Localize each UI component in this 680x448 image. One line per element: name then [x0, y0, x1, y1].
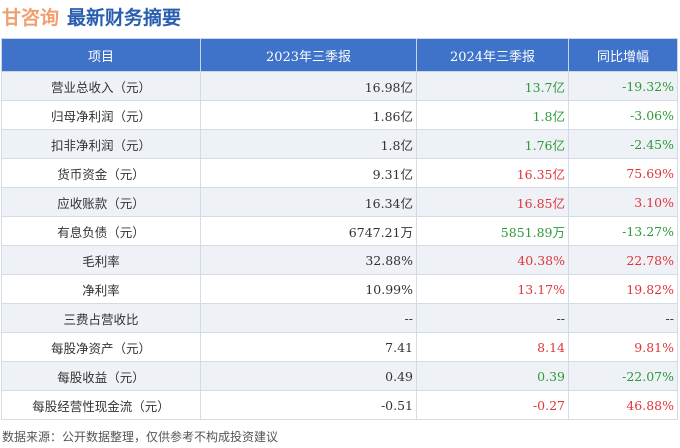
- value-2024: 8.14: [416, 332, 569, 362]
- value-2024: 16.85亿: [416, 187, 569, 217]
- item-label: 三费占营收比: [1, 303, 201, 333]
- value-2024: 16.35亿: [416, 158, 569, 188]
- item-label: 有息负债（元）: [1, 216, 201, 246]
- table-row: 每股收益（元） 0.49 0.39 -22.07%: [1, 361, 678, 391]
- item-label: 归母净利润（元）: [1, 100, 201, 130]
- value-2023: 7.41: [200, 332, 417, 362]
- company-name: 甘咨询: [2, 7, 60, 29]
- value-2023: 32.88%: [200, 245, 417, 275]
- value-2024: 5851.89万: [416, 216, 569, 246]
- value-2023: 9.31亿: [200, 158, 417, 188]
- yoy-change: -3.06%: [568, 100, 678, 130]
- table-row: 三费占营收比 -- -- --: [1, 303, 678, 333]
- item-label: 应收账款（元）: [1, 187, 201, 217]
- item-label: 货币资金（元）: [1, 158, 201, 188]
- value-2023: -0.51: [200, 390, 417, 420]
- table-row: 货币资金（元） 9.31亿 16.35亿 75.69%: [1, 158, 678, 188]
- item-label: 每股经营性现金流（元）: [1, 390, 201, 420]
- column-header: 2023年三季报: [200, 38, 417, 72]
- yoy-change: 3.10%: [568, 187, 678, 217]
- page-title: 甘咨询 最新财务摘要: [2, 3, 181, 30]
- item-label: 净利率: [1, 274, 201, 304]
- item-label: 营业总收入（元）: [1, 71, 201, 101]
- column-header: 同比增幅: [568, 38, 678, 72]
- item-label: 扣非净利润（元）: [1, 129, 201, 159]
- yoy-change: -22.07%: [568, 361, 678, 391]
- value-2024: 1.76亿: [416, 129, 569, 159]
- yoy-change: --: [568, 303, 678, 333]
- table-row: 营业总收入（元） 16.98亿 13.7亿 -19.32%: [1, 71, 678, 101]
- table-header: 项目 2023年三季报 2024年三季报 同比增幅: [1, 38, 678, 72]
- yoy-change: 75.69%: [568, 158, 678, 188]
- value-2024: 0.39: [416, 361, 569, 391]
- column-header: 2024年三季报: [416, 38, 569, 72]
- value-2023: 16.98亿: [200, 71, 417, 101]
- value-2023: --: [200, 303, 417, 333]
- yoy-change: -2.45%: [568, 129, 678, 159]
- subtitle: 最新财务摘要: [67, 7, 182, 29]
- value-2023: 6747.21万: [200, 216, 417, 246]
- yoy-change: 46.88%: [568, 390, 678, 420]
- table-row: 应收账款（元） 16.34亿 16.85亿 3.10%: [1, 187, 678, 217]
- value-2023: 0.49: [200, 361, 417, 391]
- value-2024: -0.27: [416, 390, 569, 420]
- yoy-change: -13.27%: [568, 216, 678, 246]
- value-2024: 13.17%: [416, 274, 569, 304]
- value-2024: --: [416, 303, 569, 333]
- value-2023: 16.34亿: [200, 187, 417, 217]
- column-header: 项目: [1, 38, 201, 72]
- financial-summary-table: 项目 2023年三季报 2024年三季报 同比增幅 营业总收入（元） 16.98亿…: [1, 38, 678, 420]
- yoy-change: -19.32%: [568, 71, 678, 101]
- footer-note: 数据来源：公开数据整理，仅供参考不构成投资建议: [2, 430, 279, 444]
- yoy-change: 22.78%: [568, 245, 678, 275]
- table-row: 归母净利润（元） 1.86亿 1.8亿 -3.06%: [1, 100, 678, 130]
- table-row: 每股净资产（元） 7.41 8.14 9.81%: [1, 332, 678, 362]
- table-row: 净利率 10.99% 13.17% 19.82%: [1, 274, 678, 304]
- value-2023: 1.86亿: [200, 100, 417, 130]
- yoy-change: 9.81%: [568, 332, 678, 362]
- value-2024: 13.7亿: [416, 71, 569, 101]
- item-label: 毛利率: [1, 245, 201, 275]
- table-row: 毛利率 32.88% 40.38% 22.78%: [1, 245, 678, 275]
- table-row: 每股经营性现金流（元） -0.51 -0.27 46.88%: [1, 390, 678, 420]
- table-row: 扣非净利润（元） 1.8亿 1.76亿 -2.45%: [1, 129, 678, 159]
- value-2024: 40.38%: [416, 245, 569, 275]
- item-label: 每股净资产（元）: [1, 332, 201, 362]
- table-row: 有息负债（元） 6747.21万 5851.89万 -13.27%: [1, 216, 678, 246]
- yoy-change: 19.82%: [568, 274, 678, 304]
- value-2023: 1.8亿: [200, 129, 417, 159]
- value-2023: 10.99%: [200, 274, 417, 304]
- item-label: 每股收益（元）: [1, 361, 201, 391]
- value-2024: 1.8亿: [416, 100, 569, 130]
